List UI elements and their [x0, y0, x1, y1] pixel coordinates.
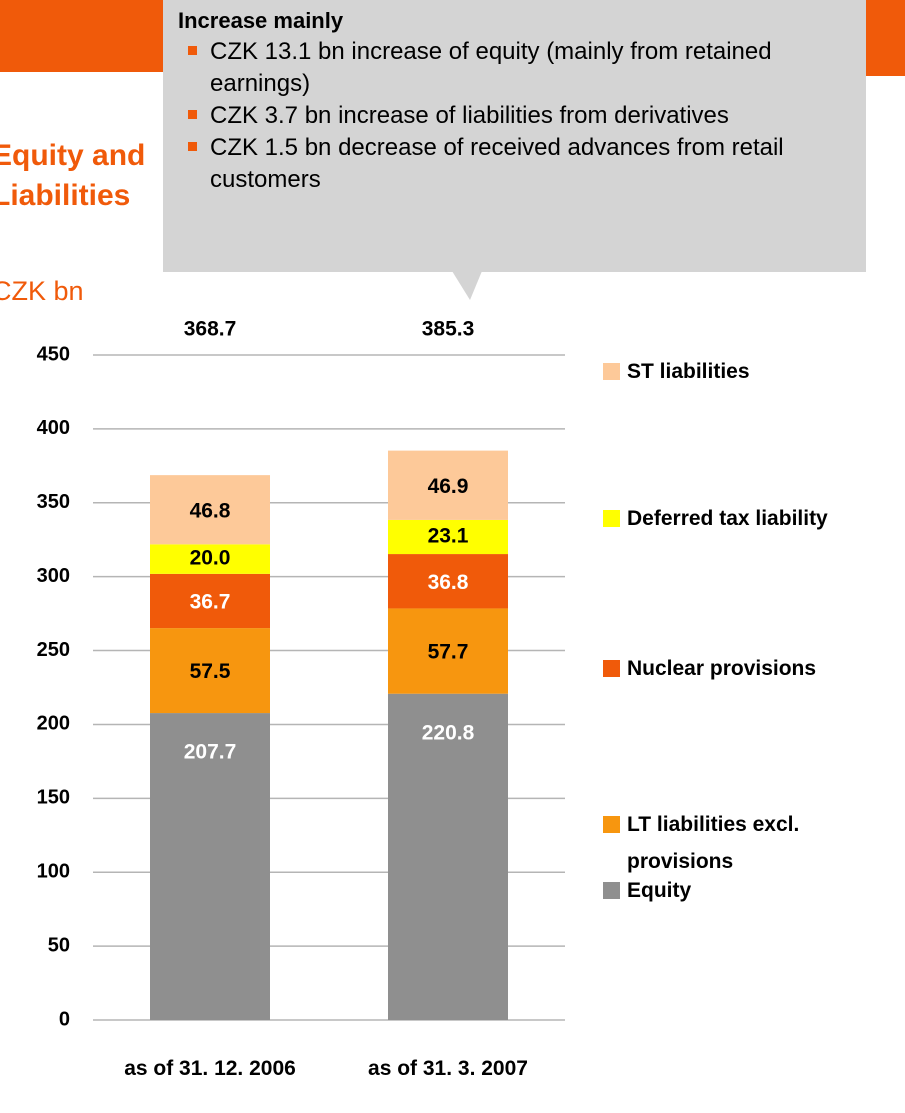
- chart-title: Equity and Liabilities: [0, 139, 146, 212]
- y-tick-label: 150: [37, 787, 70, 809]
- value-label: 220.8: [422, 721, 475, 744]
- y-tick-label: 50: [48, 934, 70, 956]
- value-label: 36.8: [428, 571, 469, 594]
- y-tick-label: 300: [37, 565, 70, 587]
- bar-segment: [150, 544, 270, 574]
- value-label: 57.7: [428, 641, 469, 664]
- bar-segment: [150, 628, 270, 714]
- callout-item-text: CZK 13.1 bn increase of equity (mainly f…: [210, 38, 772, 97]
- legend-label: Equity: [627, 879, 692, 902]
- value-label: 36.7: [190, 591, 231, 614]
- y-tick-label: 200: [37, 713, 70, 735]
- legend-swatch: [603, 660, 620, 677]
- legend-swatch: [603, 882, 620, 899]
- value-label: 20.0: [190, 547, 231, 570]
- callout-item: CZK 13.1 bn increase of equity (mainly f…: [178, 36, 848, 100]
- bullet: [188, 110, 197, 119]
- callout-list: CZK 13.1 bn increase of equity (mainly f…: [178, 36, 848, 196]
- value-label: 46.8: [190, 499, 231, 522]
- chart-subtitle: CZK bn: [0, 276, 84, 306]
- x-tick-label: as of 31. 12. 2006: [124, 1057, 296, 1080]
- bar-segment: [388, 519, 508, 555]
- y-tick-label: 0: [59, 1008, 70, 1030]
- legend-swatch: [603, 816, 620, 833]
- value-label: 23.1: [428, 525, 469, 548]
- bar-segment: [150, 573, 270, 629]
- bar-segment: [388, 693, 508, 1020]
- legend-label: Nuclear provisions: [627, 657, 817, 680]
- bullet: [188, 46, 197, 55]
- callout-item: CZK 1.5 bn decrease of received advances…: [178, 132, 848, 196]
- legend-swatch: [603, 510, 620, 527]
- y-tick-label: 450: [37, 343, 70, 365]
- callout-pointer: [452, 271, 482, 300]
- legend-label: Deferred tax liability: [627, 507, 828, 530]
- legend-label: ST liabilities: [627, 360, 750, 383]
- total-label: 385.3: [422, 318, 475, 341]
- bar-segment: [150, 713, 270, 1020]
- bar-segment: [388, 608, 508, 694]
- callout: Increase mainly CZK 13.1 bn increase of …: [178, 8, 848, 196]
- callout-item-text: CZK 3.7 bn increase of liabilities from …: [210, 102, 729, 129]
- value-label: 207.7: [184, 741, 237, 764]
- callout-item-text: CZK 1.5 bn decrease of received advances…: [210, 134, 784, 193]
- x-tick-label: as of 31. 3. 2007: [368, 1057, 528, 1080]
- value-label: 57.5: [190, 660, 231, 683]
- y-tick-label: 250: [37, 639, 70, 661]
- y-tick-label: 400: [37, 417, 70, 439]
- callout-box: [163, 0, 866, 272]
- total-label: 368.7: [184, 318, 237, 341]
- callout-heading: Increase mainly: [178, 8, 344, 33]
- legend-swatch: [603, 363, 620, 380]
- bullet: [188, 142, 197, 151]
- header-band: [0, 0, 175, 72]
- y-tick-label: 100: [37, 861, 70, 883]
- legend-label: LT liabilities excl. provisions: [627, 813, 800, 873]
- callout-item: CZK 3.7 bn increase of liabilities from …: [178, 100, 848, 132]
- bar-segment: [150, 475, 270, 545]
- y-tick-label: 350: [37, 491, 70, 513]
- bar-segment: [388, 450, 508, 520]
- bar-segment: [388, 554, 508, 609]
- value-label: 46.9: [428, 475, 469, 498]
